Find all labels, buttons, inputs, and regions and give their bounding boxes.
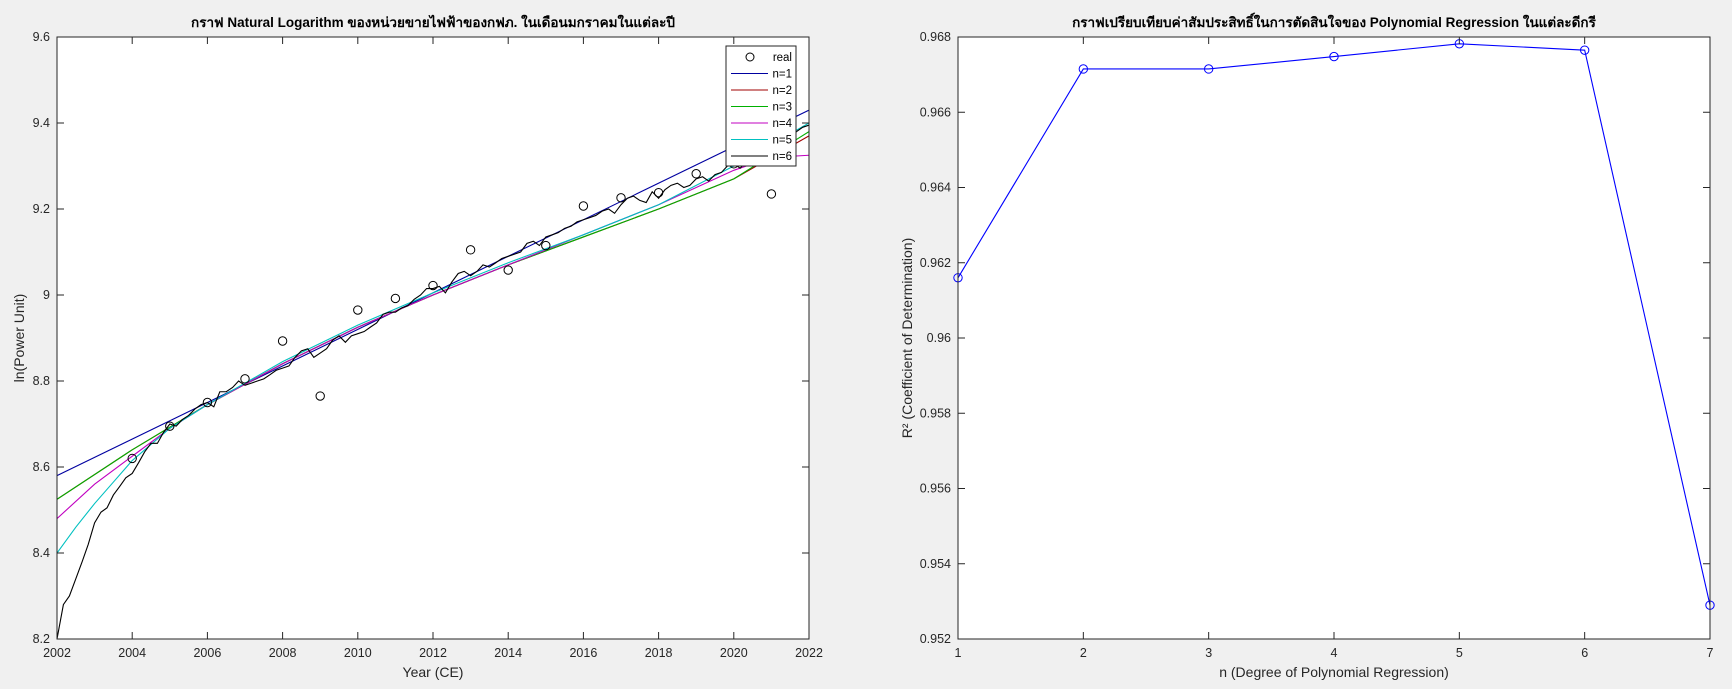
x-tick-label: 1 — [955, 646, 962, 660]
r2-ylabel: R² (Coefficient of Determination) — [899, 238, 915, 438]
ln-power-plot-area — [57, 37, 809, 639]
legend-label: n=3 — [772, 102, 792, 114]
y-tick-label: 8.8 — [33, 374, 50, 388]
y-tick-label: 0.964 — [920, 181, 951, 195]
y-tick-label: 9.4 — [33, 116, 50, 130]
real-data-point — [503, 265, 513, 275]
y-tick-label: 0.966 — [920, 105, 951, 119]
ln-power-legend: real n=1 n=2 n=3 n=4 n=5 n=6 — [725, 45, 797, 167]
series-line-n5 — [57, 122, 809, 554]
x-tick-label: 4 — [1331, 646, 1338, 660]
real-data-point — [541, 240, 551, 251]
y-tick-label: 9.2 — [33, 202, 50, 216]
y-tick-label: 9 — [43, 288, 50, 302]
x-tick-label: 2002 — [43, 646, 71, 660]
x-tick-label: 2022 — [795, 646, 823, 660]
real-data-point — [353, 305, 363, 315]
r2-data-point — [1579, 45, 1590, 55]
real-data-point — [691, 169, 701, 179]
x-tick-label: 2016 — [569, 646, 597, 660]
y-tick-label: 9.6 — [33, 30, 50, 44]
y-tick-label: 0.962 — [920, 256, 951, 270]
y-tick-label: 0.956 — [920, 482, 951, 496]
ln-power-ylabel: ln(Power Unit) — [11, 294, 27, 383]
real-data-point — [315, 391, 325, 401]
y-tick-label: 0.96 — [927, 331, 951, 345]
r2-series-layer — [953, 39, 1715, 610]
y-tick-label: 0.958 — [920, 406, 951, 420]
x-tick-label: 3 — [1205, 646, 1212, 660]
x-tick-label: 2012 — [419, 646, 447, 660]
r2-ticks: 1 2 3 4 5 6 7 0.952 0.954 0.956 0.958 0.96 0.962 0.96… — [920, 30, 1714, 660]
ln-power-xlabel: Year (CE) — [403, 664, 464, 680]
real-data-point — [202, 397, 213, 408]
x-tick-label: 2018 — [645, 646, 673, 660]
real-data-point — [428, 280, 438, 291]
real-data-point — [578, 201, 589, 211]
ln-power-series-layer — [57, 109, 809, 639]
r2-plot-area — [958, 37, 1710, 639]
real-data-point — [240, 374, 250, 384]
x-tick-label: 2008 — [269, 646, 297, 660]
y-tick-label: 0.968 — [920, 30, 951, 44]
x-tick-label: 7 — [1707, 646, 1714, 660]
legend-label: n=5 — [772, 135, 792, 147]
ln-power-chart-title: กราฟ Natural Logarithm ของหน่วยขายไฟฟ้าข… — [191, 14, 675, 30]
legend-marker-real — [745, 52, 755, 62]
r2-data-point — [1078, 64, 1089, 74]
y-tick-label: 0.954 — [920, 557, 951, 571]
y-tick-label: 8.6 — [33, 460, 50, 474]
y-tick-label: 8.2 — [33, 632, 50, 646]
series-line-n4 — [57, 154, 809, 520]
r2-data-point — [1203, 64, 1214, 74]
legend-label: n=4 — [772, 118, 792, 130]
y-tick-label: 8.4 — [33, 546, 50, 560]
real-data-point — [165, 421, 175, 431]
legend-label: real — [773, 52, 792, 64]
r2-chart-title: กราฟเปรียบเทียบค่าสัมประสิทธิ์ในการตัดสิ… — [1072, 12, 1596, 30]
ln-power-ticks: 2002 2004 2006 2008 2010 2012 2014 2016 2018 2020… — [33, 30, 823, 660]
x-tick-label: 2020 — [720, 646, 748, 660]
r2-data-point — [1329, 51, 1339, 62]
real-data-point — [465, 245, 476, 255]
x-tick-label: 5 — [1456, 646, 1463, 660]
r2-xlabel: n (Degree of Polynomial Regression) — [1219, 664, 1449, 680]
x-tick-label: 2 — [1080, 646, 1087, 660]
y-tick-label: 0.952 — [920, 632, 951, 646]
real-data-point — [127, 453, 137, 464]
r2-chart: กราฟเปรียบเทียบค่าสัมประสิทธิ์ในการตัดสิ… — [899, 12, 1715, 680]
ln-power-chart: กราฟ Natural Logarithm ของหน่วยขายไฟฟ้าข… — [11, 14, 823, 680]
real-data-point — [653, 187, 664, 198]
legend-label: n=2 — [772, 85, 792, 97]
real-data-point — [390, 293, 401, 304]
real-data-point — [277, 336, 288, 346]
x-tick-label: 2010 — [344, 646, 372, 660]
x-tick-label: 2006 — [193, 646, 221, 660]
legend-label: n=6 — [772, 151, 792, 163]
x-tick-label: 2004 — [118, 646, 146, 660]
real-data-point — [766, 189, 777, 199]
legend-label: n=1 — [772, 69, 792, 81]
series-line-n6 — [57, 124, 809, 639]
x-tick-label: 2014 — [494, 646, 522, 660]
x-tick-label: 6 — [1581, 646, 1588, 660]
real-data-point — [616, 193, 626, 203]
r2-line — [957, 43, 1711, 606]
